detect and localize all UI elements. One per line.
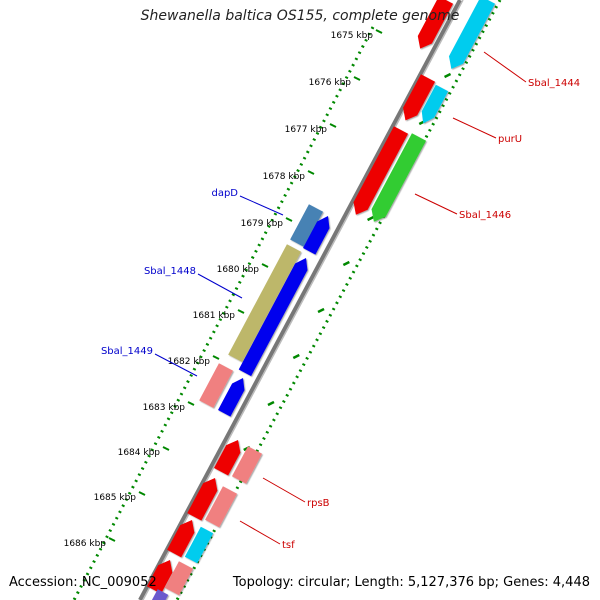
tick-mark — [285, 217, 293, 222]
outer-tick-dash — [292, 353, 300, 360]
tick-label: 1685 kbp — [94, 493, 137, 503]
gene-tsf-feature — [205, 486, 238, 528]
gene-red-2 — [403, 74, 436, 121]
tick-label: 1681 kbp — [193, 311, 236, 321]
map-title: Shewanella baltica OS155, complete genom… — [140, 8, 460, 24]
tick-mark — [375, 29, 383, 34]
gene-sbal1444-feature — [448, 0, 496, 69]
gene-blue-1 — [303, 216, 330, 255]
gene-red-6 — [167, 520, 195, 558]
gene-leader-line — [239, 520, 281, 545]
gene-label: Sbal_1446 — [459, 210, 511, 221]
tick-label: 1686 kbp — [64, 539, 107, 549]
gene-red-3 — [353, 126, 409, 215]
tick-label: 1677 kbp — [285, 125, 328, 135]
tick-label: 1684 kbp — [118, 448, 161, 458]
tick-label: 1675 kbp — [331, 31, 374, 41]
gene-cyan-low — [184, 526, 214, 564]
gene-leader-line — [414, 193, 458, 215]
tick-label: 1676 kbp — [309, 78, 352, 88]
tick-mark — [307, 170, 315, 175]
gene-label: tsf — [282, 540, 295, 551]
tick-label: 1679 kbp — [241, 219, 284, 229]
tick-mark — [237, 309, 245, 314]
tick-label: 1678 kbp — [263, 172, 306, 182]
tick-label: 1680 kbp — [217, 265, 260, 275]
tick-mark — [353, 76, 361, 81]
gene-label: Sbal_1449 — [101, 346, 153, 357]
gene-purple-bottom — [151, 589, 169, 600]
gene-rpsB-feature — [231, 446, 263, 484]
gene-label: dapD — [211, 188, 238, 199]
outer-tick-dash — [367, 215, 375, 222]
outer-tick-dash — [267, 400, 275, 407]
genome-backbone — [138, 0, 462, 600]
gene-red-7 — [146, 560, 173, 594]
gene-sbal1446-feature — [371, 133, 427, 222]
tick-mark — [187, 401, 195, 406]
gene-label: purU — [498, 134, 522, 145]
tick-mark — [329, 123, 337, 128]
gene-sbal1449-feature — [199, 363, 234, 408]
accession-text: Accession: NC_009052 — [9, 575, 157, 590]
tick-mark — [261, 263, 269, 268]
outer-tick-dash — [342, 260, 350, 267]
gene-leader-line — [262, 477, 306, 503]
tick-mark — [212, 355, 220, 360]
gene-label: Sbal_1444 — [528, 78, 580, 89]
gene-leader-line — [154, 353, 198, 377]
gene-purU-feature — [421, 84, 449, 124]
gene-sbal1448-feature — [228, 244, 302, 363]
gene-red-5 — [187, 478, 218, 521]
tick-mark — [108, 537, 116, 542]
tick-mark — [138, 491, 146, 496]
gene-blue-3 — [218, 378, 245, 417]
gene-leader-line — [452, 117, 497, 139]
outer-tick-dash — [443, 72, 452, 79]
gene-red-top — [417, 0, 454, 49]
genome-summary-text: Topology: circular; Length: 5,127,376 bp… — [232, 575, 590, 590]
tick-label: 1682 kbp — [168, 357, 211, 367]
tick-label: 1683 kbp — [143, 403, 186, 413]
tick-mark — [162, 446, 170, 451]
gene-label: rpsB — [307, 498, 330, 509]
gene-leader-line — [483, 51, 527, 83]
gene-pink-low — [164, 561, 194, 596]
gene-red-4 — [214, 440, 241, 476]
gene-leader-line — [197, 273, 243, 299]
outer-tick-dash — [317, 307, 325, 314]
gene-dapD-feature — [290, 204, 324, 248]
tick-axis — [72, 26, 375, 600]
gene-leader-line — [239, 195, 284, 216]
gene-blue-2 — [238, 258, 308, 377]
gene-label: Sbal_1448 — [144, 266, 196, 277]
